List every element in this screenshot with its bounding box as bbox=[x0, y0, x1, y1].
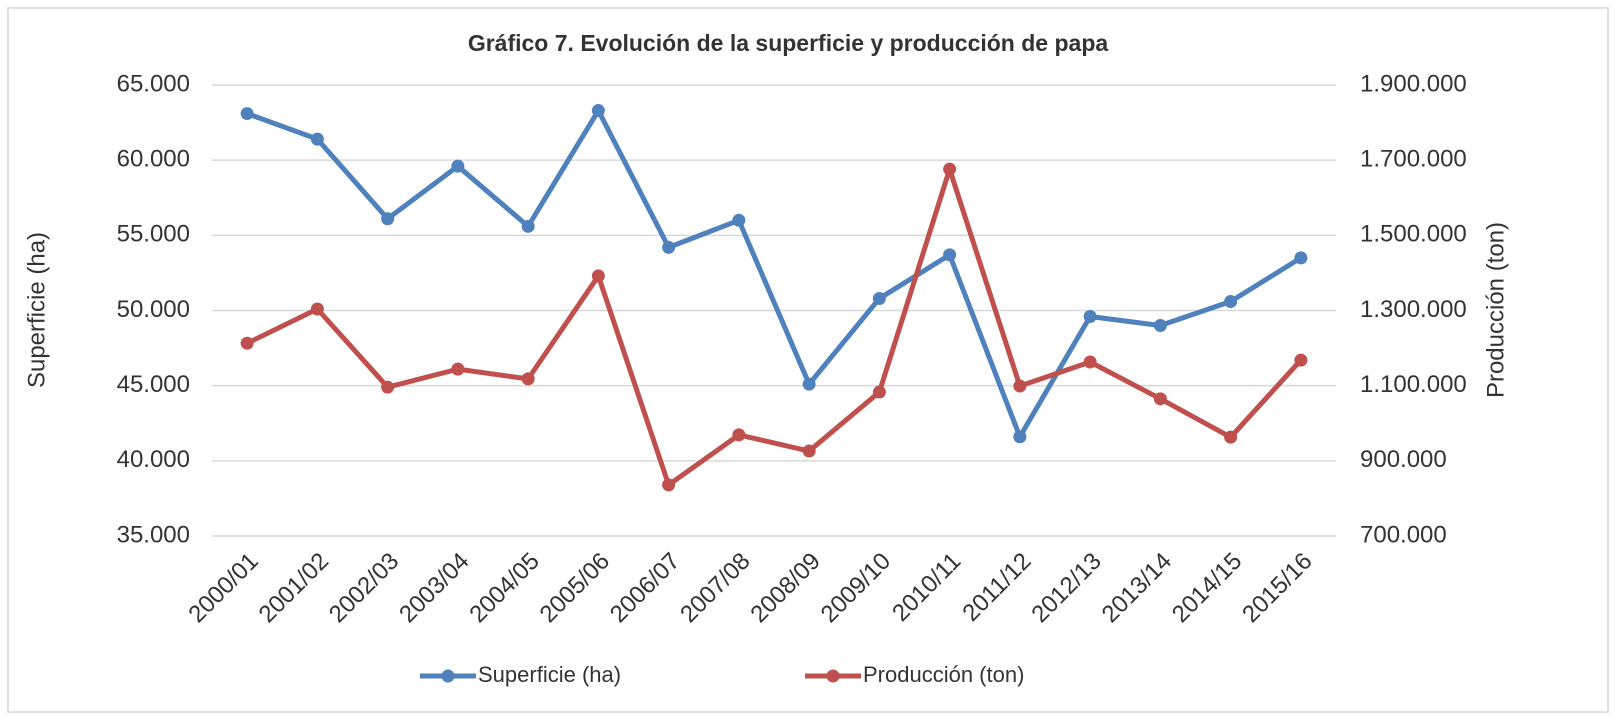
data-point bbox=[732, 428, 746, 442]
data-point bbox=[310, 132, 324, 146]
data-point bbox=[802, 377, 816, 391]
data-point bbox=[732, 213, 746, 227]
y-tick-label: 45.000 bbox=[117, 371, 190, 398]
series-line bbox=[246, 166, 1303, 488]
y2-tick-label: 900.000 bbox=[1360, 446, 1447, 473]
data-point bbox=[1083, 355, 1097, 369]
data-point bbox=[381, 212, 395, 226]
data-point bbox=[521, 372, 535, 386]
data-point bbox=[662, 478, 676, 492]
data-point bbox=[240, 107, 254, 121]
y2-tick-label: 700.000 bbox=[1360, 521, 1447, 548]
data-point bbox=[240, 336, 254, 350]
data-point bbox=[872, 385, 886, 399]
data-point bbox=[1153, 392, 1167, 406]
legend-label: Producción (ton) bbox=[863, 662, 1024, 687]
y2-tick-label: 1.500.000 bbox=[1360, 221, 1467, 248]
series-line bbox=[246, 108, 1303, 440]
data-point bbox=[521, 219, 535, 233]
y-tick-label: 55.000 bbox=[117, 221, 190, 248]
legend-marker bbox=[826, 669, 840, 683]
data-point bbox=[381, 380, 395, 394]
data-point bbox=[802, 444, 816, 458]
data-point bbox=[1013, 430, 1027, 444]
y-tick-label: 35.000 bbox=[117, 521, 190, 548]
data-point bbox=[1224, 430, 1238, 444]
y2-tick-label: 1.700.000 bbox=[1360, 146, 1467, 173]
data-point bbox=[943, 162, 957, 176]
data-point bbox=[872, 291, 886, 305]
data-point bbox=[1013, 379, 1027, 393]
y-tick-label: 65.000 bbox=[117, 70, 190, 97]
data-point bbox=[943, 248, 957, 262]
data-point bbox=[310, 302, 324, 316]
data-point bbox=[662, 240, 676, 254]
legend-label: Superficie (ha) bbox=[478, 662, 621, 687]
y-tick-label: 50.000 bbox=[117, 296, 190, 323]
y2-tick-label: 1.300.000 bbox=[1360, 296, 1467, 323]
chart-title: Gráfico 7. Evolución de la superficie y … bbox=[468, 30, 1109, 56]
data-point bbox=[1294, 251, 1308, 265]
data-point bbox=[591, 104, 605, 118]
legend-marker bbox=[441, 669, 455, 683]
y-tick-label: 40.000 bbox=[117, 446, 190, 473]
data-point bbox=[1083, 310, 1097, 324]
y-tick-label: 60.000 bbox=[117, 146, 190, 173]
data-point bbox=[451, 362, 465, 376]
data-point bbox=[451, 159, 465, 173]
data-point bbox=[1224, 294, 1238, 308]
data-point bbox=[591, 269, 605, 283]
y2-tick-label: 1.900.000 bbox=[1360, 70, 1467, 97]
y-axis-title: Superficie (ha) bbox=[23, 232, 50, 388]
y2-axis-title: Producción (ton) bbox=[1482, 222, 1509, 398]
data-point bbox=[1294, 353, 1308, 367]
y2-tick-label: 1.100.000 bbox=[1360, 371, 1467, 398]
data-point bbox=[1153, 319, 1167, 333]
